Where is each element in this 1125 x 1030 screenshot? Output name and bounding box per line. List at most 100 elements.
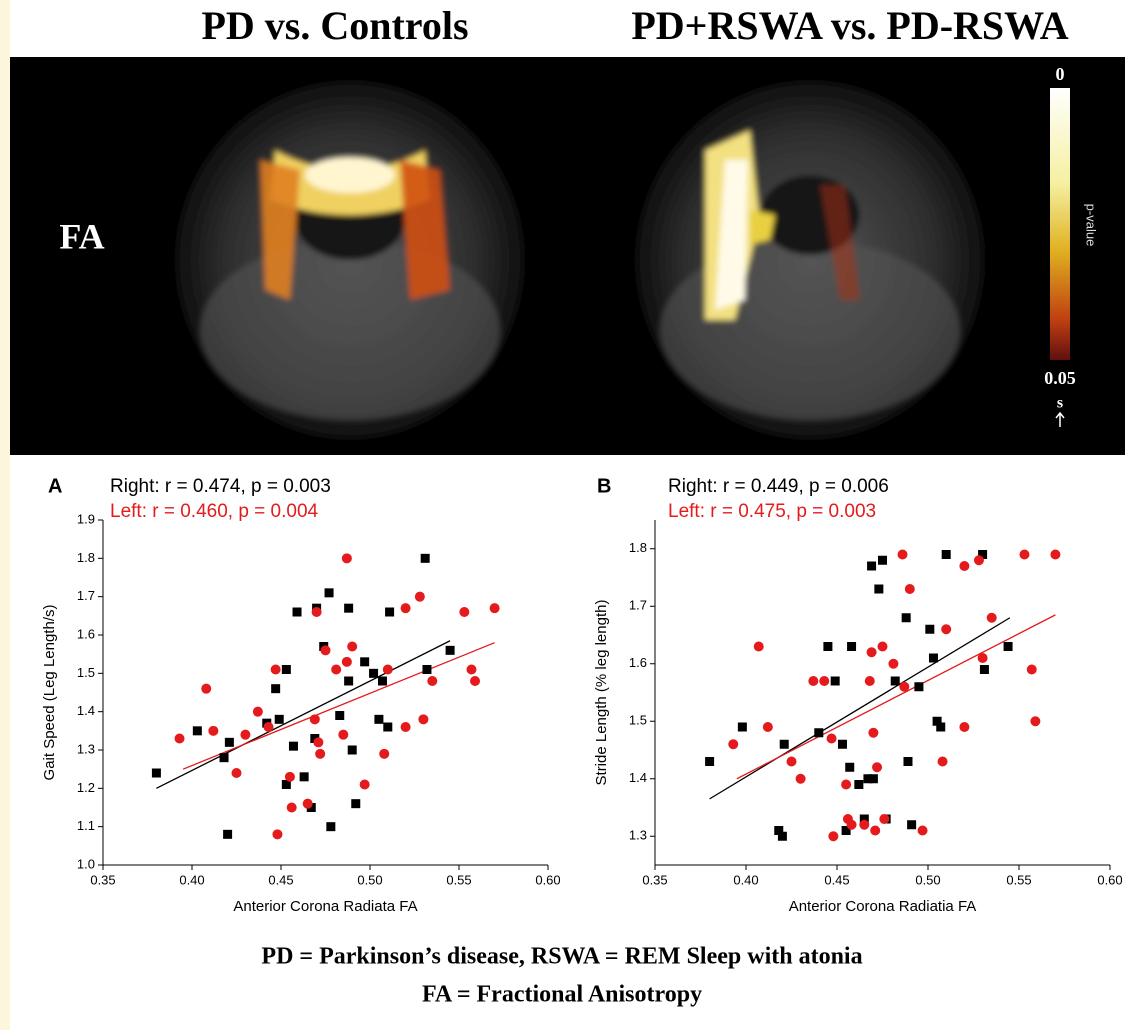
point: [348, 746, 357, 755]
point: [754, 642, 764, 652]
point: [313, 737, 323, 747]
point: [738, 723, 747, 732]
point: [936, 723, 945, 732]
point: [459, 607, 469, 617]
point: [903, 757, 912, 766]
point: [418, 714, 428, 724]
point: [369, 669, 378, 678]
point: [275, 715, 284, 724]
legend-entry: Left: r = 0.475, p = 0.003: [668, 501, 876, 522]
point: [325, 588, 334, 597]
point: [827, 734, 837, 744]
point: [490, 603, 500, 613]
point: [941, 624, 951, 634]
point: [232, 768, 242, 778]
point: [847, 820, 857, 830]
point: [859, 820, 869, 830]
point: [344, 677, 353, 686]
panel-title: PD vs. Controls: [201, 3, 468, 48]
point: [351, 799, 360, 808]
x-axis-title: Anterior Corona Radiata FA: [233, 898, 417, 915]
point: [870, 826, 880, 836]
point: [868, 728, 878, 738]
point: [778, 832, 787, 841]
point: [271, 665, 281, 675]
y-tick-label: 1.4: [77, 703, 95, 718]
point: [225, 738, 234, 747]
x-tick-label: 0.60: [1097, 872, 1122, 887]
y-tick-label: 1.7: [77, 588, 95, 603]
y-tick-label: 1.4: [629, 770, 647, 785]
point: [300, 772, 309, 781]
point: [987, 613, 997, 623]
y-axis-title: Gait Speed (Leg Length/s): [41, 605, 58, 781]
point: [845, 763, 854, 772]
point: [907, 820, 916, 829]
point: [925, 625, 934, 634]
x-tick-label: 0.45: [268, 872, 293, 887]
point: [867, 562, 876, 571]
x-tick-label: 0.35: [90, 872, 115, 887]
y-tick-label: 1.9: [77, 511, 95, 526]
point: [401, 603, 411, 613]
point: [223, 830, 232, 839]
point: [175, 734, 185, 744]
point: [841, 780, 851, 790]
y-tick-label: 1.3: [629, 828, 647, 843]
y-axis-title: Stride Length (% leg length): [593, 600, 610, 786]
point: [1050, 550, 1060, 560]
point: [446, 646, 455, 655]
point: [310, 714, 320, 724]
point: [780, 740, 789, 749]
point: [796, 774, 806, 784]
point: [347, 642, 357, 652]
point: [415, 592, 425, 602]
legend-entry: Right: r = 0.474, p = 0.003: [110, 476, 331, 497]
x-axis-title: Anterior Corona Radiatia FA: [789, 898, 977, 915]
point: [264, 722, 274, 732]
point: [854, 780, 863, 789]
point: [383, 723, 392, 732]
point: [253, 707, 263, 717]
point: [287, 803, 297, 813]
point: [959, 561, 969, 571]
point: [1019, 550, 1029, 560]
y-tick-label: 1.6: [629, 655, 647, 670]
point: [271, 684, 280, 693]
y-tick-label: 1.3: [77, 741, 95, 756]
point: [865, 676, 875, 686]
point: [383, 665, 393, 675]
point: [360, 780, 370, 790]
x-tick-label: 0.60: [535, 872, 560, 887]
point: [814, 728, 823, 737]
point: [470, 676, 480, 686]
point: [705, 757, 714, 766]
y-tick-label: 1.8: [629, 540, 647, 555]
panel-label: B: [597, 475, 611, 497]
y-tick-label: 1.6: [77, 626, 95, 641]
point: [344, 604, 353, 613]
point: [421, 554, 430, 563]
panel-label: A: [48, 475, 62, 497]
point: [808, 676, 818, 686]
point: [303, 799, 313, 809]
point: [872, 762, 882, 772]
y-tick-label: 1.8: [77, 550, 95, 565]
point: [787, 757, 797, 767]
x-tick-label: 0.40: [733, 872, 758, 887]
point: [374, 715, 383, 724]
point: [240, 730, 250, 740]
point: [401, 722, 411, 732]
point: [867, 647, 877, 657]
x-tick-label: 0.50: [357, 872, 382, 887]
point: [338, 730, 348, 740]
point: [360, 657, 369, 666]
point: [152, 769, 161, 778]
y-tick-label: 1.5: [77, 665, 95, 680]
point: [335, 711, 344, 720]
y-tick-label: 1.5: [629, 713, 647, 728]
orientation-label: s: [1057, 395, 1063, 412]
point: [847, 642, 856, 651]
point: [874, 585, 883, 594]
colorbar-tick-label: 0.05: [1044, 368, 1076, 388]
